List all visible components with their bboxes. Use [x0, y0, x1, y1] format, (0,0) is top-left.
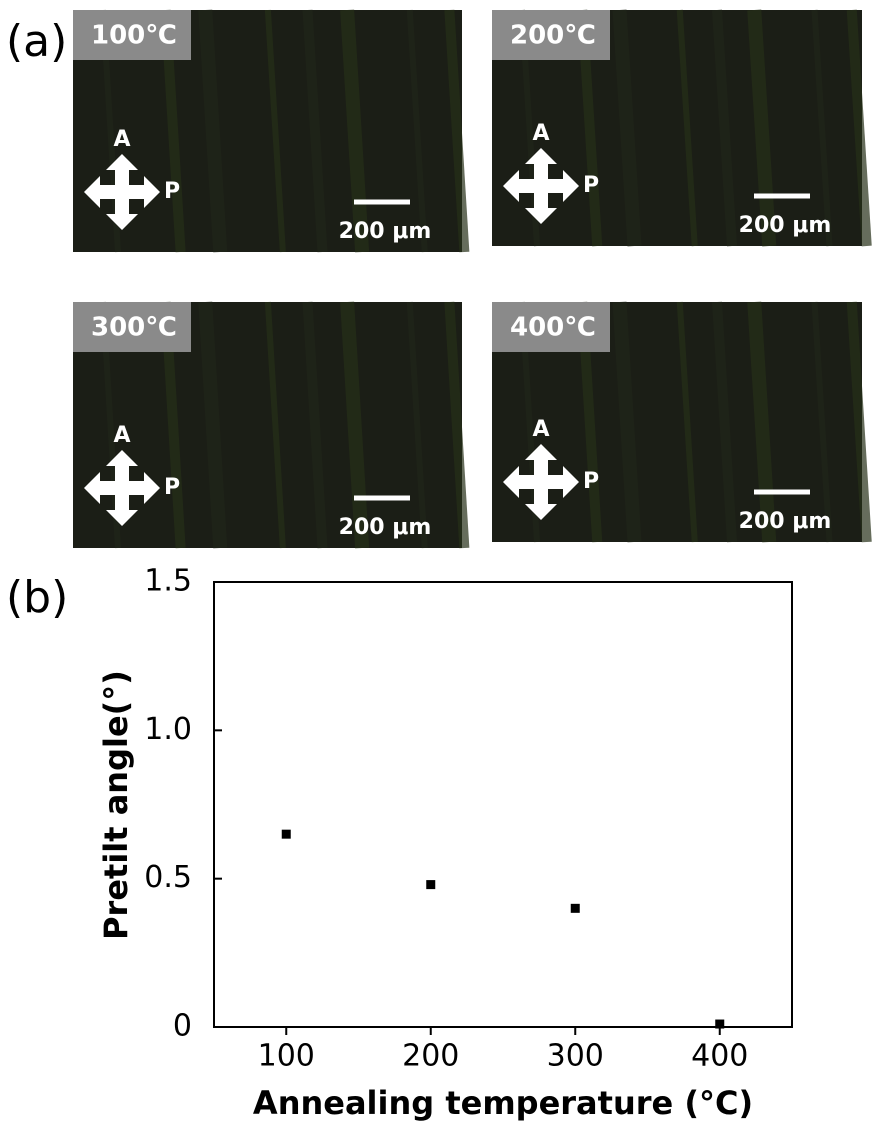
- polarizer-arrows: [84, 450, 160, 526]
- panel-label: (a): [6, 16, 67, 67]
- data-point: [715, 1019, 725, 1029]
- scale-bar-label: 200 μm: [339, 219, 432, 244]
- texture-streak: [264, 301, 286, 549]
- x-tick-label: 400: [691, 1039, 748, 1074]
- temperature-label-box: [73, 10, 191, 60]
- temperature-label: 200℃: [510, 21, 596, 51]
- texture-streak: [712, 301, 737, 543]
- texture-streak: [406, 9, 428, 253]
- texture-streak: [340, 9, 370, 253]
- texture-streak: [444, 9, 470, 253]
- texture-streak: [811, 9, 833, 247]
- texture-streak: [846, 9, 872, 247]
- x-tick-label: 200: [402, 1039, 459, 1074]
- temperature-label-box: [492, 10, 610, 60]
- scale-bar-label: 200 μm: [339, 515, 432, 540]
- y-axis-title: Pretilt angle(°): [97, 670, 135, 940]
- texture-streak: [676, 301, 698, 543]
- data-point: [426, 880, 436, 890]
- polarizer-label: P: [164, 475, 180, 500]
- texture-streak: [406, 301, 428, 549]
- polarizer-label: P: [583, 469, 599, 494]
- y-tick-label: 0.5: [144, 860, 192, 895]
- y-tick-label: 0: [173, 1009, 192, 1044]
- texture-streak: [747, 9, 777, 247]
- texture-streak: [198, 301, 228, 549]
- x-tick-label: 300: [547, 1039, 604, 1074]
- texture-streak: [444, 301, 470, 549]
- texture-streak: [340, 301, 370, 549]
- texture-streak: [747, 301, 777, 543]
- texture-streak: [302, 301, 328, 549]
- temperature-label: 400℃: [510, 313, 596, 343]
- texture-streak: [676, 9, 698, 247]
- analyzer-label: A: [532, 417, 549, 442]
- analyzer-label: A: [113, 423, 130, 448]
- texture-streak: [264, 9, 286, 253]
- texture-streak: [846, 301, 872, 543]
- scale-bar-label: 200 μm: [739, 213, 832, 238]
- data-point: [570, 903, 580, 913]
- polarizer-arrows: [503, 148, 579, 224]
- x-tick-label: 100: [258, 1039, 315, 1074]
- texture-streak: [612, 9, 642, 247]
- temperature-label-box: [492, 302, 610, 352]
- polarizer-label: P: [164, 179, 180, 204]
- temperature-label: 100℃: [91, 21, 177, 51]
- scale-bar-label: 200 μm: [739, 509, 832, 534]
- data-point: [281, 829, 291, 839]
- texture-streak: [302, 9, 328, 253]
- analyzer-label: A: [113, 127, 130, 152]
- texture-streak: [811, 301, 833, 543]
- y-tick-label: 1.5: [144, 564, 192, 599]
- texture-streak: [712, 9, 737, 247]
- plot-frame: [213, 581, 793, 1028]
- texture-streak: [612, 301, 642, 543]
- polarizer-arrows: [503, 444, 579, 520]
- panel-label: (b): [6, 572, 68, 623]
- temperature-label: 300℃: [91, 313, 177, 343]
- temperature-label-box: [73, 302, 191, 352]
- polarizer-arrows: [84, 154, 160, 230]
- texture-streak: [198, 9, 228, 253]
- analyzer-label: A: [532, 121, 549, 146]
- polarizer-label: P: [583, 173, 599, 198]
- x-axis-title: Annealing temperature (°C): [253, 1084, 753, 1122]
- y-tick-label: 1.0: [144, 712, 192, 747]
